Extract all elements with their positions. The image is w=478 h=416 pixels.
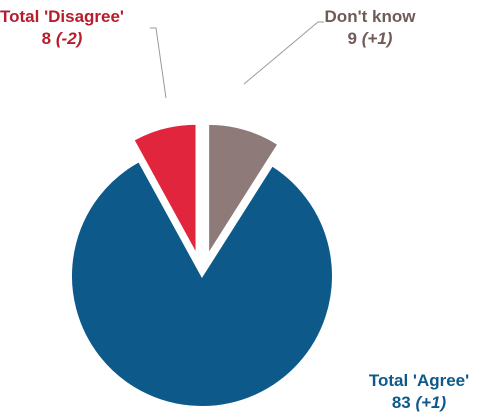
- label-total-agree-change: (+1): [415, 393, 447, 412]
- label-total-disagree-value: 8: [41, 29, 52, 48]
- label-dont-know-name: Don't know: [324, 7, 416, 26]
- slice-dont-know: [207, 122, 280, 259]
- label-total-agree-value-line: 83 (+1): [360, 392, 478, 414]
- slice-total-disagree: [132, 122, 198, 256]
- label-total-agree: Total 'Agree' 83 (+1): [360, 370, 478, 414]
- label-dont-know-value-line: 9 (+1): [318, 28, 422, 50]
- label-dont-know: Don't know 9 (+1): [318, 6, 422, 50]
- label-total-agree-value: 83: [391, 393, 411, 412]
- label-total-disagree-name: Total 'Disagree': [0, 7, 124, 26]
- slice-total-agree: [70, 159, 334, 408]
- label-total-disagree-value-line: 8 (-2): [0, 28, 124, 50]
- label-dont-know-change: (+1): [361, 29, 393, 48]
- label-total-agree-name: Total 'Agree': [368, 371, 470, 390]
- label-total-disagree: Total 'Disagree' 8 (-2): [0, 6, 124, 50]
- leader-line-disagree: [150, 27, 167, 99]
- label-total-disagree-change: (-2): [55, 29, 83, 48]
- leader-line-dont-know: [243, 21, 324, 85]
- label-dont-know-value: 9: [347, 29, 357, 48]
